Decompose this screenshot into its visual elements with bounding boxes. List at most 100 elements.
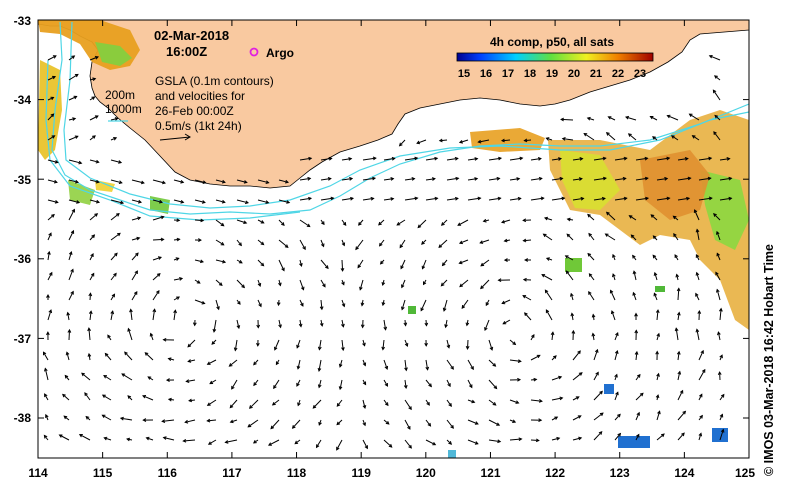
velocity-arrow-head xyxy=(518,437,523,442)
colorbar-tick: 18 xyxy=(524,68,536,80)
velocity-arrow xyxy=(102,414,112,421)
velocity-arrow xyxy=(551,376,562,381)
velocity-arrow xyxy=(677,288,680,301)
velocity-arrow xyxy=(383,379,388,387)
velocity-arrow-head xyxy=(243,180,248,184)
velocity-arrow xyxy=(299,177,311,181)
velocity-arrow-head xyxy=(716,252,720,257)
velocity-arrow xyxy=(716,231,721,241)
velocity-arrow-head xyxy=(522,295,527,299)
velocity-arrow xyxy=(677,432,685,441)
velocity-arrow-head xyxy=(627,133,632,137)
velocity-arrow xyxy=(459,279,469,287)
velocity-arrow xyxy=(47,309,52,321)
velocity-arrow xyxy=(530,439,539,441)
velocity-arrow-head xyxy=(185,379,190,383)
velocity-arrow xyxy=(551,197,565,201)
velocity-arrow-head xyxy=(362,342,366,347)
velocity-arrow-head xyxy=(482,218,487,223)
velocity-arrow xyxy=(713,213,721,221)
velocity-arrow xyxy=(383,399,389,406)
velocity-arrow-head xyxy=(284,244,289,248)
velocity-arrow-head xyxy=(417,224,422,229)
velocity-arrow-head xyxy=(180,200,185,204)
velocity-arrow-head xyxy=(222,259,227,264)
velocity-arrow-head xyxy=(674,254,678,259)
velocity-arrow xyxy=(247,419,259,428)
velocity-arrow-head xyxy=(104,352,109,357)
velocity-arrow xyxy=(606,211,616,221)
velocity-arrow xyxy=(110,213,120,221)
velocity-arrow-head xyxy=(628,215,633,219)
velocity-arrow-head xyxy=(438,244,443,248)
velocity-arrows xyxy=(43,55,733,451)
velocity-arrow-head xyxy=(320,243,325,248)
velocity-arrow-head xyxy=(341,323,345,328)
depth-contours xyxy=(45,21,749,221)
velocity-arrow xyxy=(47,135,55,141)
velocity-arrow-head xyxy=(497,439,502,444)
x-tick-label: 114 xyxy=(28,466,48,480)
velocity-arrow-head xyxy=(728,176,733,181)
velocity-arrow-head xyxy=(308,196,313,201)
velocity-arrow-head xyxy=(634,329,639,334)
velocity-arrow-head xyxy=(699,414,703,419)
velocity-arrow-head xyxy=(91,96,96,100)
velocity-arrow xyxy=(565,255,574,261)
velocity-arrow-head xyxy=(300,286,305,291)
velocity-arrow xyxy=(215,239,224,246)
velocity-arrow xyxy=(278,319,282,328)
velocity-arrow xyxy=(587,117,595,121)
velocity-arrow-head xyxy=(221,199,226,204)
velocity-arrow xyxy=(673,233,679,241)
velocity-arrow xyxy=(173,310,176,321)
velocity-arrow-head xyxy=(95,199,101,204)
velocity-arrow-head xyxy=(398,142,403,147)
velocity-arrow-head xyxy=(381,302,386,307)
velocity-arrow xyxy=(614,332,619,341)
x-tick-label: 120 xyxy=(416,466,436,480)
velocity-arrow-head xyxy=(87,327,92,332)
velocity-arrow-head xyxy=(175,257,180,261)
velocity-arrow-head xyxy=(43,351,47,356)
velocity-arrow xyxy=(185,419,196,423)
axis-ticks xyxy=(37,19,750,458)
velocity-arrow xyxy=(593,372,599,381)
velocity-arrow xyxy=(68,209,75,221)
velocity-arrow-head xyxy=(602,176,607,181)
velocity-arrow-head xyxy=(256,342,260,347)
depth-label-1000m: 1000m xyxy=(105,102,142,116)
velocity-arrow-head xyxy=(84,392,88,397)
velocity-arrow-head xyxy=(459,283,464,288)
velocity-arrow-head xyxy=(372,156,377,161)
velocity-arrow-head xyxy=(270,425,275,430)
velocity-arrow-head xyxy=(471,399,476,404)
velocity-arrow xyxy=(459,239,469,244)
velocity-arrow-head xyxy=(544,289,549,294)
velocity-arrow-head xyxy=(577,415,582,419)
velocity-arrow-head xyxy=(712,89,717,94)
argo-label: Argo xyxy=(266,46,294,60)
velocity-arrow-head xyxy=(420,307,424,312)
velocity-arrow-head xyxy=(404,367,408,372)
velocity-arrow xyxy=(443,299,448,311)
velocity-arrow-head xyxy=(341,242,346,247)
velocity-arrow xyxy=(572,350,581,361)
velocity-arrow-head xyxy=(708,156,713,161)
velocity-arrow xyxy=(656,433,665,441)
velocity-arrow xyxy=(257,259,264,267)
colorbar-tick: 20 xyxy=(568,68,580,80)
velocity-arrow-head xyxy=(632,254,636,259)
velocity-arrow xyxy=(635,157,648,161)
colorbar xyxy=(456,52,654,62)
velocity-arrow xyxy=(339,359,343,367)
velocity-arrow xyxy=(320,279,326,287)
velocity-arrow-head xyxy=(308,156,313,161)
velocity-arrow-head xyxy=(425,366,430,371)
velocity-arrow-head xyxy=(167,357,172,361)
velocity-arrow-head xyxy=(399,244,404,249)
velocity-arrow-head xyxy=(117,232,121,237)
velocity-arrow-head xyxy=(448,441,453,445)
velocity-arrow xyxy=(698,433,702,441)
x-tick-label: 118 xyxy=(287,466,307,480)
